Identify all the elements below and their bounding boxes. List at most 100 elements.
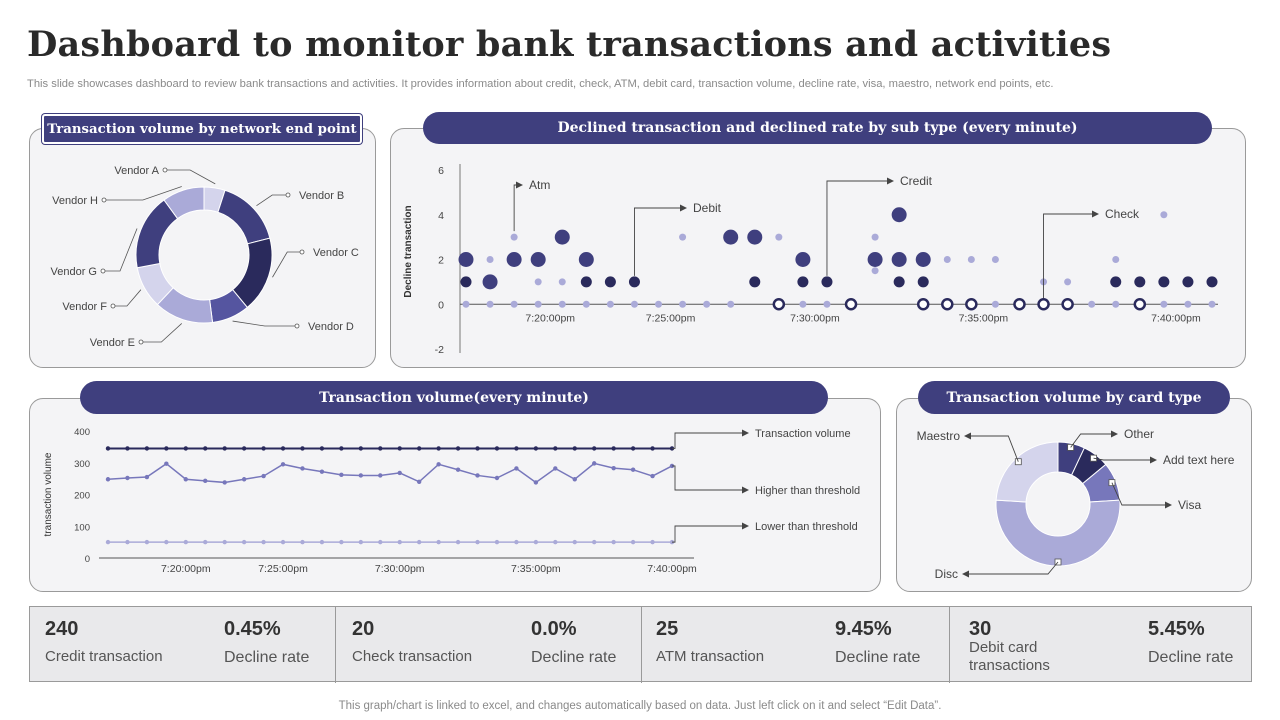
kpi-debit-label: Debit card transactions	[969, 639, 1050, 674]
scatter-point-small-dark	[604, 276, 616, 288]
leader-dot	[101, 197, 107, 203]
scatter-point-light-markers	[558, 278, 566, 286]
line-point	[514, 446, 519, 451]
x-tick-label: 7:30:00pm	[790, 312, 840, 324]
line-point	[416, 446, 422, 451]
line-point	[494, 539, 500, 545]
scatter-point-zero-line	[655, 300, 663, 308]
scatter-point-small-dark	[821, 276, 833, 288]
donut-slice-maestro	[995, 441, 1059, 503]
line-point	[203, 446, 208, 451]
donut-slice-vendor-b	[217, 189, 271, 245]
line-point	[494, 475, 500, 481]
scatter-point-small-dark	[460, 276, 472, 288]
kpi-credit-label: Credit transaction	[45, 648, 163, 665]
y-axis-label: Decline transaction	[403, 205, 414, 297]
line-point	[475, 446, 480, 451]
x-tick-label: 7:25:00pm	[258, 563, 308, 575]
network-panel-title: Transaction volume by network end point	[42, 114, 362, 144]
scatter-point-large-mid	[578, 252, 594, 267]
x-tick-label: 7:25:00pm	[646, 312, 696, 324]
line-point	[397, 470, 402, 476]
line-point	[416, 479, 422, 484]
scatter-point-light-markers	[967, 256, 975, 263]
legend-leader	[672, 525, 742, 543]
line-point	[611, 539, 616, 545]
scatter-point-zero-line	[1208, 300, 1216, 308]
scatter-point-large-mid	[506, 252, 522, 267]
scatter-point-light-markers	[943, 256, 951, 263]
line-point	[475, 539, 480, 545]
line-point	[261, 446, 266, 451]
line-point	[261, 539, 266, 545]
line-point	[125, 446, 130, 451]
line-point	[378, 539, 383, 545]
y-tick-label: 300	[74, 459, 90, 470]
line-point	[222, 446, 227, 451]
scatter-point-small-dark	[1158, 276, 1170, 288]
scatter-point-light-markers	[1112, 256, 1120, 263]
line-point	[630, 446, 636, 451]
annotation-leader	[1043, 213, 1092, 299]
x-tick-label: 7:20:00pm	[161, 563, 211, 575]
arrow-icon	[1092, 210, 1099, 218]
volume-line-chart: 0 100 200 300 400 7:20:00pm 7:25:00pm 7:30:00pm…	[43, 427, 860, 575]
line-point	[241, 446, 247, 451]
leader-line	[232, 320, 297, 327]
leader-dot	[294, 323, 300, 329]
kpi-debit-rate-label: Decline rate	[1148, 649, 1234, 666]
line-point	[650, 446, 655, 451]
scatter-point-large-mid	[723, 229, 739, 245]
scatter-point-light-markers	[775, 233, 783, 241]
scatter-point-light-markers	[991, 256, 999, 263]
y-tick-label: -2	[435, 344, 444, 356]
scatter-point-large-mid	[530, 252, 546, 267]
line-point	[280, 446, 286, 451]
line-point	[144, 474, 150, 480]
line-point	[572, 446, 577, 451]
line-point	[144, 446, 150, 451]
scatter-point-zero-line	[510, 300, 518, 308]
line-point	[125, 475, 130, 481]
footer-note: This graph/chart is linked to excel, and…	[338, 700, 942, 712]
arrow-icon	[887, 177, 894, 185]
scatter-point-small-dark	[1110, 276, 1122, 288]
y-tick-label: 400	[74, 427, 90, 438]
declined-scatter-chart: -2 0 2 4 6 7:20:00pm 7:25:00pm 7:30:00pm 7:35:00…	[403, 164, 1218, 356]
annotation-atm: Atm	[529, 178, 550, 192]
line-point	[183, 477, 188, 482]
leader-line	[113, 289, 142, 307]
line-point	[105, 539, 111, 545]
line-point	[105, 477, 111, 482]
legend-higher-than-threshold: Higher than threshold	[755, 485, 860, 497]
line-point	[358, 473, 364, 478]
scatter-point-small-dark	[1206, 276, 1218, 288]
kpi-divider	[949, 607, 950, 683]
line-point	[339, 446, 344, 451]
scatter-point-large-mid	[915, 252, 931, 267]
scatter-point-small-dark	[893, 276, 905, 288]
declined-panel	[390, 128, 1246, 368]
label-leader	[1070, 433, 1111, 448]
declined-panel-title: Declined transaction and declined rate b…	[423, 112, 1212, 144]
arrow-icon	[962, 570, 969, 578]
scatter-point-light-markers	[1064, 278, 1072, 286]
kpi-atm-value: 25	[656, 618, 679, 640]
volume-panel-title: Transaction volume(every minute)	[80, 381, 828, 414]
kpi-check-rate: 0.0%	[531, 618, 577, 640]
line-point	[650, 539, 655, 545]
y-tick-label: 0	[438, 299, 444, 311]
line-point	[611, 446, 616, 451]
line-point	[514, 466, 519, 471]
scatter-point-large-mid	[891, 252, 907, 267]
scatter-point-zero-line	[630, 300, 638, 308]
kpi-check-rate-label: Decline rate	[531, 649, 617, 666]
line-point	[553, 539, 558, 545]
scatter-point-zero-line	[486, 300, 494, 308]
annotation-check: Check	[1105, 207, 1140, 221]
line-point	[592, 461, 597, 466]
line-point	[455, 539, 461, 545]
line-point	[475, 473, 480, 478]
leader-line	[104, 186, 182, 201]
line-point	[397, 446, 402, 451]
